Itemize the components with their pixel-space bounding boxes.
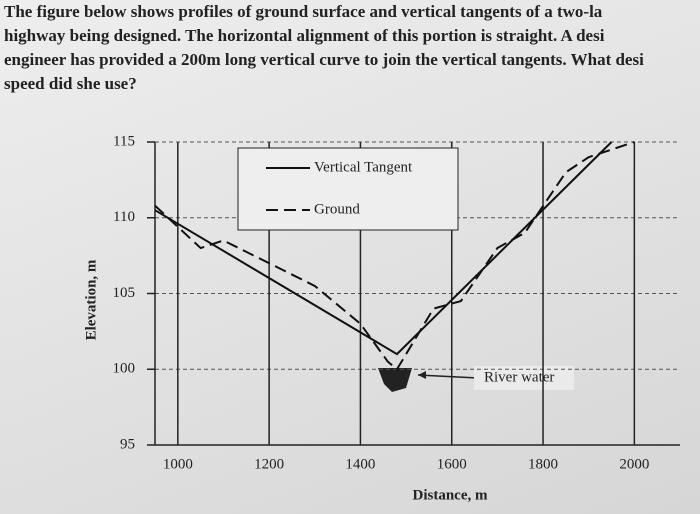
x-tick-label: 1800 bbox=[528, 456, 558, 472]
annotation: River water bbox=[484, 369, 554, 385]
y-tick-label: 95 bbox=[120, 436, 135, 452]
legend-box bbox=[237, 147, 459, 231]
problem-line: highway being designed. The horizontal a… bbox=[4, 26, 605, 45]
legend-label: Ground bbox=[314, 201, 360, 217]
series-line bbox=[154, 141, 613, 356]
problem-line: engineer has provided a 200m long vertic… bbox=[4, 50, 644, 69]
x-tick-label: 1200 bbox=[254, 456, 284, 472]
x-tick-label: 1400 bbox=[345, 456, 375, 472]
y-tick-label: 110 bbox=[113, 209, 135, 225]
annotation-bg bbox=[474, 366, 574, 390]
y-tick-label: 115 bbox=[113, 133, 135, 149]
legend-label: Vertical Tangent bbox=[314, 159, 413, 175]
y-tick-label: 100 bbox=[113, 361, 136, 377]
problem-line: The figure below shows profiles of groun… bbox=[4, 2, 603, 21]
y-axis-label: Elevation, m bbox=[83, 259, 99, 340]
x-tick-label: 1000 bbox=[163, 456, 193, 472]
x-tick-label: 2000 bbox=[619, 456, 649, 472]
x-tick-label: 1600 bbox=[437, 456, 467, 472]
annotation-arrow bbox=[417, 374, 479, 379]
problem-line: speed did she use? bbox=[4, 74, 137, 93]
series-line bbox=[154, 141, 635, 371]
y-tick-label: 105 bbox=[113, 285, 136, 301]
river-shape bbox=[378, 368, 412, 392]
x-axis-label: Distance, m bbox=[413, 487, 488, 503]
arrow-head bbox=[418, 371, 426, 379]
